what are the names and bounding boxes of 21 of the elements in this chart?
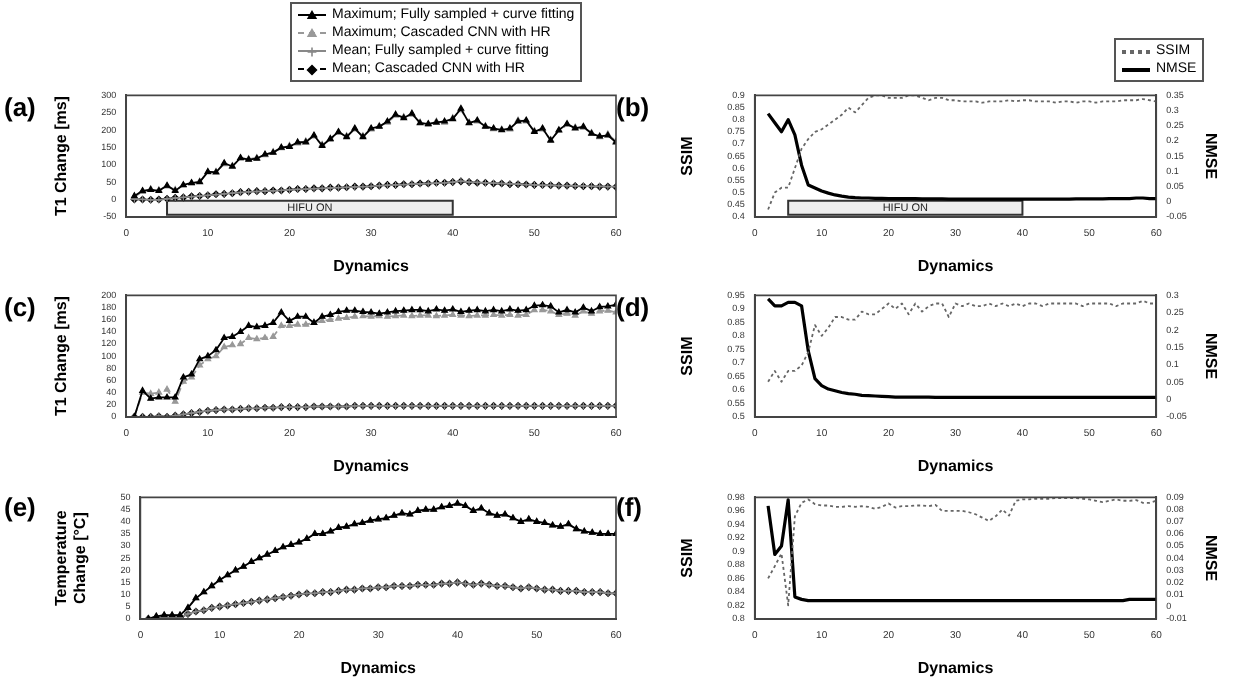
y-axis-title: SSIM — [678, 335, 697, 376]
chart-title: (d) — [616, 292, 650, 322]
y-axis-title: T1 Change [ms] — [52, 295, 71, 417]
y2-axis-title: NMSE — [1201, 332, 1220, 381]
chart-title: (f) — [616, 492, 642, 522]
chart-title: (e) — [4, 492, 36, 522]
chart-title: (a) — [4, 92, 36, 122]
y-axis-title: Temperature Change [°C] — [52, 509, 90, 606]
chart-title: (b) — [616, 92, 650, 122]
y-axis-title: SSIM — [678, 537, 697, 578]
x-axis-title: Dynamics — [917, 256, 995, 275]
y-axis-title: SSIM — [678, 135, 697, 176]
x-axis-title: Dynamics — [917, 658, 995, 677]
x-axis-title: Dynamics — [333, 256, 411, 275]
x-axis-title: Dynamics — [340, 658, 418, 677]
x-axis-title: Dynamics — [917, 456, 995, 475]
y2-axis-title: NMSE — [1201, 132, 1220, 181]
y-axis-title: T1 Change [ms] — [52, 95, 71, 217]
x-axis-title: Dynamics — [333, 456, 411, 475]
chart-title: (c) — [4, 292, 36, 322]
y2-axis-title: NMSE — [1201, 534, 1220, 583]
